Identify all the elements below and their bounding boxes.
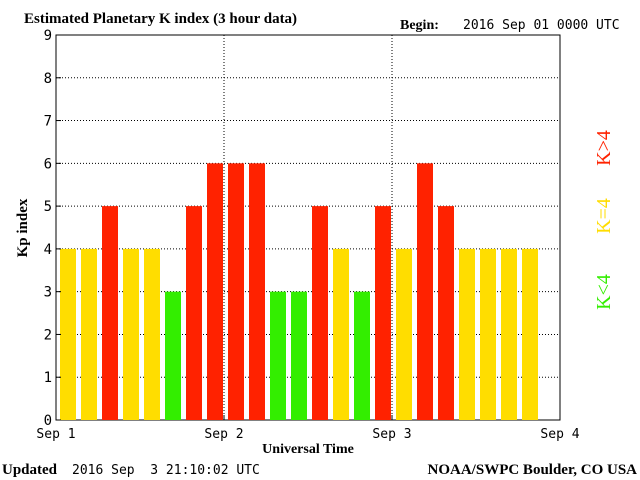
x-tick-label: Sep 3 bbox=[372, 427, 411, 442]
legend-low: K<4 bbox=[593, 274, 615, 310]
y-tick-label: 1 bbox=[44, 370, 52, 386]
kp-bar bbox=[480, 248, 496, 420]
kp-bar bbox=[207, 163, 223, 421]
kp-bar bbox=[81, 248, 97, 420]
begin-value: 2016 Sep 01 0000 UTC bbox=[463, 18, 620, 33]
kp-bar bbox=[270, 291, 286, 420]
y-tick-label: 6 bbox=[44, 156, 52, 172]
kp-bar bbox=[186, 206, 202, 420]
updated-label: Updated bbox=[2, 462, 58, 478]
kp-bar bbox=[396, 248, 412, 420]
kp-bar bbox=[249, 163, 265, 421]
credit-text: NOAA/SWPC Boulder, CO USA bbox=[428, 462, 638, 478]
kp-bar bbox=[60, 248, 76, 420]
y-tick-label: 3 bbox=[44, 285, 52, 301]
chart-title: Estimated Planetary K index (3 hour data… bbox=[24, 11, 297, 27]
x-tick-label: Sep 1 bbox=[36, 427, 75, 442]
y-tick-label: 7 bbox=[44, 114, 52, 130]
x-tick-label: Sep 4 bbox=[540, 427, 579, 442]
plot-area bbox=[55, 34, 561, 421]
grid-lines bbox=[56, 34, 560, 420]
begin-label: Begin: bbox=[400, 18, 439, 33]
x-tick-label: Sep 2 bbox=[204, 427, 243, 442]
updated-value: 2016 Sep 3 21:10:02 UTC bbox=[72, 463, 260, 478]
y-axis-label: Kp index bbox=[15, 198, 31, 257]
kp-bar bbox=[333, 248, 349, 420]
y-tick-label: 0 bbox=[44, 413, 52, 429]
kp-bar bbox=[417, 163, 433, 421]
kp-bar bbox=[459, 248, 475, 420]
kp-bar bbox=[144, 248, 160, 420]
kp-bar bbox=[165, 291, 181, 420]
kp-bar bbox=[501, 248, 517, 420]
kp-bar bbox=[291, 291, 307, 420]
legend-high: K>4 bbox=[593, 130, 615, 166]
y-tick-label: 5 bbox=[44, 199, 52, 215]
y-axis-ticks: 0 1 2 3 4 5 6 7 8 9 bbox=[44, 28, 61, 429]
kp-bar bbox=[102, 206, 118, 420]
x-axis-ticks: Sep 1 Sep 2 Sep 3 Sep 4 bbox=[36, 415, 580, 442]
kp-bar bbox=[228, 163, 244, 421]
kp-bar bbox=[312, 206, 328, 420]
y-tick-label: 9 bbox=[44, 28, 52, 44]
y-tick-label: 8 bbox=[44, 71, 52, 87]
kp-bar bbox=[375, 206, 391, 420]
kp-bar bbox=[354, 291, 370, 420]
y-tick-label: 4 bbox=[44, 242, 52, 258]
bars bbox=[60, 163, 538, 421]
kp-bar bbox=[522, 248, 538, 420]
kp-bar bbox=[123, 248, 139, 420]
y-tick-label: 2 bbox=[44, 327, 52, 343]
legend-equal: K=4 bbox=[593, 198, 615, 234]
kp-bar bbox=[438, 206, 454, 420]
x-axis-label: Universal Time bbox=[262, 442, 354, 457]
